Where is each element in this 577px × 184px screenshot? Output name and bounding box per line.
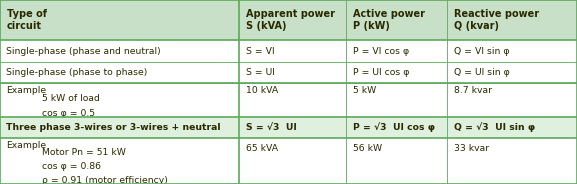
Text: Example: Example xyxy=(6,141,46,150)
Text: Type of
circuit: Type of circuit xyxy=(7,9,47,31)
Bar xyxy=(239,83,346,117)
Text: Reactive power
Q (kvar): Reactive power Q (kvar) xyxy=(454,9,539,31)
Text: P = VI cos φ: P = VI cos φ xyxy=(353,47,409,56)
Bar xyxy=(239,62,346,83)
Text: cos φ = 0.5: cos φ = 0.5 xyxy=(42,109,95,118)
Text: 33 kvar: 33 kvar xyxy=(454,144,489,153)
Text: ρ = 0.91 (motor efficiency): ρ = 0.91 (motor efficiency) xyxy=(42,176,167,184)
Bar xyxy=(239,138,346,184)
Bar xyxy=(346,83,447,117)
Text: Q = UI sin φ: Q = UI sin φ xyxy=(454,68,510,77)
Bar xyxy=(447,83,577,117)
Bar xyxy=(346,0,447,40)
Bar xyxy=(0,117,239,138)
Bar xyxy=(239,40,346,62)
Text: P = √3  UI cos φ: P = √3 UI cos φ xyxy=(353,123,435,132)
Bar xyxy=(447,0,577,40)
Text: S = UI: S = UI xyxy=(246,68,275,77)
Text: S = VI: S = VI xyxy=(246,47,275,56)
Bar xyxy=(346,62,447,83)
Bar xyxy=(0,40,239,62)
Bar xyxy=(346,40,447,62)
Text: 56 kW: 56 kW xyxy=(353,144,382,153)
Text: 65 kVA: 65 kVA xyxy=(246,144,279,153)
Text: Single-phase (phase and neutral): Single-phase (phase and neutral) xyxy=(6,47,160,56)
Text: Q = VI sin φ: Q = VI sin φ xyxy=(454,47,509,56)
Text: Three phase 3-wires or 3-wires + neutral: Three phase 3-wires or 3-wires + neutral xyxy=(6,123,220,132)
Text: S = √3  UI: S = √3 UI xyxy=(246,123,297,132)
Bar xyxy=(447,138,577,184)
Text: Example: Example xyxy=(6,86,46,95)
Text: 5 kW: 5 kW xyxy=(353,86,376,95)
Bar xyxy=(239,117,346,138)
Text: 10 kVA: 10 kVA xyxy=(246,86,279,95)
Bar xyxy=(0,0,239,40)
Text: Single-phase (phase to phase): Single-phase (phase to phase) xyxy=(6,68,147,77)
Text: Motor Pn = 51 kW: Motor Pn = 51 kW xyxy=(42,148,125,157)
Bar xyxy=(346,117,447,138)
Text: Apparent power
S (kVA): Apparent power S (kVA) xyxy=(246,9,335,31)
Bar xyxy=(447,40,577,62)
Text: Active power
P (kW): Active power P (kW) xyxy=(353,9,425,31)
Bar xyxy=(0,83,239,117)
Text: P = UI cos φ: P = UI cos φ xyxy=(353,68,410,77)
Bar xyxy=(447,62,577,83)
Bar xyxy=(239,0,346,40)
Bar xyxy=(0,138,239,184)
Text: 8.7 kvar: 8.7 kvar xyxy=(454,86,492,95)
Bar xyxy=(447,117,577,138)
Text: 5 kW of load: 5 kW of load xyxy=(42,94,99,103)
Bar xyxy=(0,62,239,83)
Text: Q = √3  UI sin φ: Q = √3 UI sin φ xyxy=(454,123,535,132)
Bar xyxy=(346,138,447,184)
Text: cos φ = 0.86: cos φ = 0.86 xyxy=(42,162,100,171)
